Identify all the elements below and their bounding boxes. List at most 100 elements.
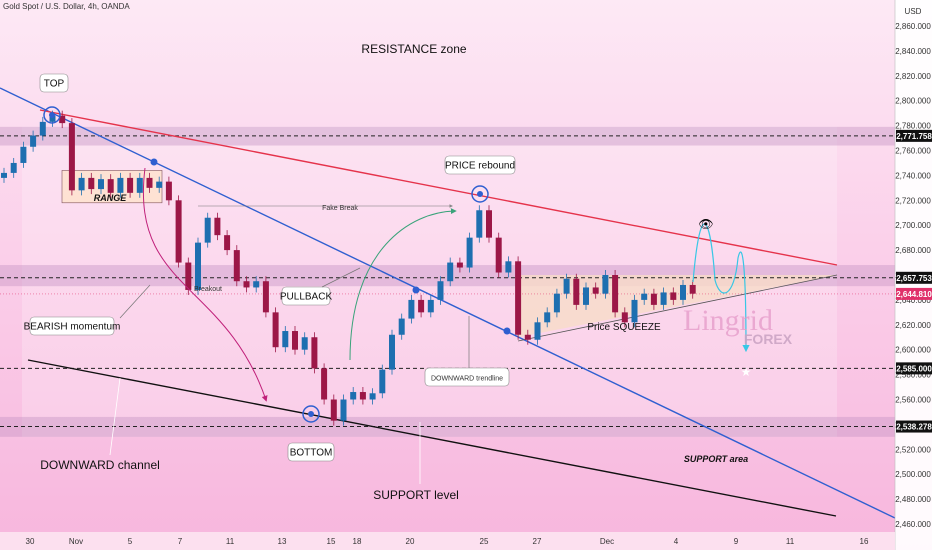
y-tick-label: 2,820.000 bbox=[895, 72, 931, 81]
candle-body[interactable] bbox=[262, 281, 269, 313]
y-tick-label: 2,520.000 bbox=[895, 445, 931, 454]
candle-body[interactable] bbox=[282, 331, 289, 348]
y-tick-label: 2,560.000 bbox=[895, 396, 931, 405]
candle-body[interactable] bbox=[20, 146, 27, 163]
candle-body[interactable] bbox=[49, 115, 56, 122]
candle-body[interactable] bbox=[253, 281, 260, 288]
candle-body[interactable] bbox=[78, 177, 85, 191]
range-break-dot bbox=[150, 158, 158, 166]
candle-body[interactable] bbox=[680, 284, 686, 300]
candle-body[interactable] bbox=[573, 278, 580, 305]
candle-body[interactable] bbox=[602, 275, 609, 294]
x-tick-label: Nov bbox=[69, 537, 83, 546]
candle-body[interactable] bbox=[292, 331, 298, 350]
candle-body[interactable] bbox=[359, 392, 366, 400]
pivot-dot-0 bbox=[49, 112, 55, 118]
candle-body[interactable] bbox=[398, 318, 405, 335]
candle-body[interactable] bbox=[418, 299, 425, 313]
x-tick-label: 11 bbox=[226, 537, 235, 546]
candle-body[interactable] bbox=[146, 177, 153, 188]
candle-body[interactable] bbox=[369, 393, 376, 400]
pullback-label-box bbox=[281, 286, 331, 306]
price-marker-box[interactable] bbox=[896, 362, 932, 375]
candle-body[interactable] bbox=[117, 177, 124, 193]
candle-body[interactable] bbox=[39, 121, 46, 136]
candle-body[interactable] bbox=[660, 292, 667, 305]
candle-body[interactable] bbox=[447, 262, 454, 282]
candle-body[interactable] bbox=[689, 284, 696, 294]
candle-body[interactable] bbox=[583, 287, 589, 305]
candle-body[interactable] bbox=[427, 299, 434, 313]
candle-body[interactable] bbox=[650, 293, 657, 305]
candle-body[interactable] bbox=[515, 261, 522, 335]
time-axis[interactable]: 30 Nov 5 7 11 13 15 18 20 25 27 Dec 4 9 11 16 bbox=[0, 532, 895, 550]
x-tick-label: 18 bbox=[353, 537, 362, 546]
candle-body[interactable] bbox=[505, 261, 512, 273]
candle-body[interactable] bbox=[476, 210, 483, 238]
candle-body[interactable] bbox=[641, 293, 648, 300]
price-marker-box[interactable] bbox=[896, 420, 932, 433]
watermark-brand: Lingrid bbox=[683, 304, 773, 337]
candle-body[interactable] bbox=[59, 115, 66, 124]
candle-body[interactable] bbox=[553, 293, 560, 313]
candle-body[interactable] bbox=[321, 368, 328, 400]
price-marker-label: 2,585.000 bbox=[896, 364, 932, 373]
candle-body[interactable] bbox=[98, 179, 104, 190]
candle-body[interactable] bbox=[107, 179, 114, 193]
candle-body[interactable] bbox=[1, 172, 7, 178]
candle-body[interactable] bbox=[311, 337, 318, 369]
candle-body[interactable] bbox=[437, 281, 444, 300]
y-tick-label: 2,680.000 bbox=[895, 246, 931, 255]
x-tick-label: 20 bbox=[406, 537, 415, 546]
candle-body[interactable] bbox=[204, 217, 211, 243]
y-tick-label: 2,480.000 bbox=[895, 495, 931, 504]
candle-body[interactable] bbox=[272, 312, 279, 348]
breakout-label: Breakout bbox=[194, 286, 222, 293]
bottom-label-box bbox=[287, 442, 335, 462]
candle-body[interactable] bbox=[486, 210, 492, 238]
candle-body[interactable] bbox=[88, 177, 95, 190]
candle-body[interactable] bbox=[195, 242, 201, 290]
candle-body[interactable] bbox=[136, 177, 143, 193]
candle-body[interactable] bbox=[563, 278, 570, 294]
candle-body[interactable] bbox=[68, 123, 75, 191]
candle-body[interactable] bbox=[30, 135, 37, 147]
x-tick-label: Dec bbox=[600, 537, 614, 546]
candle-body[interactable] bbox=[456, 262, 463, 268]
candle-body[interactable] bbox=[301, 337, 308, 350]
candle-body[interactable] bbox=[185, 262, 192, 290]
candle-body[interactable] bbox=[466, 237, 473, 268]
price-marker-box[interactable] bbox=[896, 287, 932, 300]
candle-body[interactable] bbox=[224, 235, 231, 251]
candle-body[interactable] bbox=[233, 250, 240, 282]
candle-body[interactable] bbox=[524, 334, 531, 340]
candle-body[interactable] bbox=[621, 312, 628, 323]
price-axis[interactable]: USD 2,460.000 2,480.000 2,500.000 2,520.000 2… bbox=[894, 0, 932, 550]
candle-body[interactable] bbox=[534, 322, 541, 340]
candle-body[interactable] bbox=[389, 334, 395, 370]
candle-body[interactable] bbox=[214, 217, 221, 236]
trend-low-dot bbox=[503, 327, 511, 335]
candle-body[interactable] bbox=[10, 162, 17, 173]
candle-body[interactable] bbox=[631, 299, 638, 323]
candle-body[interactable] bbox=[350, 392, 357, 400]
candle-body[interactable] bbox=[156, 181, 163, 188]
candle-body[interactable] bbox=[379, 369, 386, 394]
candle-body[interactable] bbox=[408, 299, 415, 319]
resistance-line bbox=[39, 109, 838, 266]
candle-body[interactable] bbox=[592, 287, 599, 294]
candle-body[interactable] bbox=[175, 200, 182, 263]
candle-body[interactable] bbox=[670, 292, 677, 300]
x-tick-label: 16 bbox=[860, 537, 869, 546]
price-marker-box[interactable] bbox=[896, 271, 932, 284]
candle-body[interactable] bbox=[544, 312, 551, 323]
candle-body[interactable] bbox=[612, 275, 619, 313]
candle-body[interactable] bbox=[340, 399, 347, 421]
candle-body[interactable] bbox=[495, 237, 502, 273]
price-marker-box[interactable] bbox=[896, 129, 932, 142]
candle-body[interactable] bbox=[165, 181, 172, 201]
candle-body[interactable] bbox=[330, 399, 337, 421]
candle-body[interactable] bbox=[127, 177, 134, 193]
candle-body[interactable] bbox=[243, 281, 250, 288]
